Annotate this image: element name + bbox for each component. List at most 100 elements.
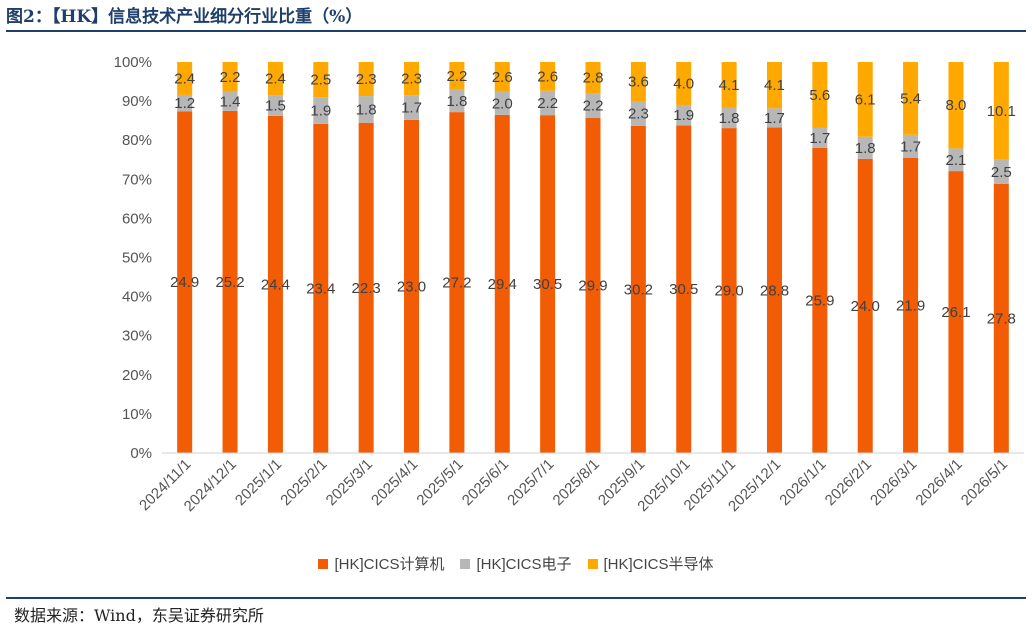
data-label-electronics: 1.2 xyxy=(174,95,195,112)
data-label-semiconductor: 3.6 xyxy=(628,73,649,90)
x-tick-label: 2025/1/1 xyxy=(232,456,285,509)
data-label-semiconductor: 4.0 xyxy=(673,75,694,92)
bar-segment-computer xyxy=(404,119,420,453)
data-label-electronics: 1.5 xyxy=(265,98,286,115)
data-label-semiconductor: 2.4 xyxy=(265,71,286,88)
bar-segment-computer xyxy=(313,123,329,454)
bar-segment-semiconductor xyxy=(222,62,238,92)
data-label-semiconductor: 2.2 xyxy=(220,69,241,86)
data-label-electronics: 1.9 xyxy=(673,107,694,124)
data-label-semiconductor: 2.6 xyxy=(492,69,513,86)
y-tick-label: 60% xyxy=(122,210,152,227)
y-tick-label: 0% xyxy=(130,445,152,462)
data-label-electronics: 1.8 xyxy=(446,93,467,110)
data-label-computer: 24.9 xyxy=(170,274,199,291)
y-tick-label: 90% xyxy=(122,93,152,110)
data-label-semiconductor: 4.1 xyxy=(764,77,785,94)
data-label-semiconductor: 2.2 xyxy=(446,68,467,85)
x-tick-label: 2025/5/1 xyxy=(413,456,466,509)
bar-segment-electronics xyxy=(857,136,873,159)
bar-segment-computer xyxy=(903,157,919,453)
bar-segment-semiconductor xyxy=(857,62,873,137)
data-label-computer: 25.9 xyxy=(805,292,834,309)
y-tick-label: 70% xyxy=(122,171,152,188)
bars xyxy=(177,62,1009,454)
x-tick-label: 2025/4/1 xyxy=(368,456,421,509)
data-label-electronics: 1.7 xyxy=(809,130,830,147)
x-tick-label: 2026/2/1 xyxy=(822,456,875,509)
bar-segment-semiconductor xyxy=(540,62,556,91)
data-label-semiconductor: 6.1 xyxy=(855,91,876,108)
y-axis: 0% 10% 20% 30% 40% 50% 60% 70% 80% 90% 100% xyxy=(114,54,152,462)
x-tick-label: 2025/3/1 xyxy=(323,456,376,509)
data-label-semiconductor: 5.6 xyxy=(809,87,830,104)
data-label-electronics: 1.7 xyxy=(900,138,921,155)
data-label-computer: 29.9 xyxy=(578,278,607,295)
data-label-electronics: 1.4 xyxy=(220,93,241,110)
bar-segment-computer xyxy=(267,115,283,453)
data-label-semiconductor: 4.1 xyxy=(719,77,740,94)
bar-segment-electronics xyxy=(494,91,510,115)
bar-segment-semiconductor xyxy=(903,62,919,135)
bar-segment-electronics xyxy=(358,96,374,123)
y-tick-label: 30% xyxy=(122,328,152,345)
y-tick-label: 50% xyxy=(122,250,152,267)
bar-segment-computer xyxy=(585,118,601,454)
data-label-computer: 26.1 xyxy=(941,304,970,321)
bar-segment-semiconductor xyxy=(812,62,828,128)
stacked-bar-chart: 0% 10% 20% 30% 40% 50% 60% 70% 80% 90% 100% 24.9 1.… xyxy=(114,54,1024,515)
bar-segment-electronics xyxy=(630,100,646,126)
bar-segment-semiconductor xyxy=(267,62,283,96)
bar-segment-electronics xyxy=(540,90,556,116)
y-tick-label: 80% xyxy=(122,132,152,149)
data-label-computer: 30.2 xyxy=(624,281,653,298)
data-label-electronics: 2.3 xyxy=(628,105,649,122)
data-label-computer: 28.8 xyxy=(760,282,789,299)
bar-segment-semiconductor xyxy=(313,62,329,98)
bar-segment-electronics xyxy=(585,93,601,119)
data-label-electronics: 1.8 xyxy=(855,140,876,157)
data-label-computer: 27.2 xyxy=(442,275,471,292)
data-label-electronics: 1.8 xyxy=(356,101,377,118)
x-tick-label: 2025/8/1 xyxy=(550,456,603,509)
bar-segment-computer xyxy=(948,171,964,453)
legend-item-electronics: [HK]CICS电子 xyxy=(460,553,572,574)
bar-segment-semiconductor xyxy=(585,62,601,94)
data-label-semiconductor: 10.1 xyxy=(987,103,1016,120)
data-label-electronics: 2.2 xyxy=(537,95,558,112)
legend-swatch-semiconductor xyxy=(587,558,598,569)
data-label-semiconductor: 2.3 xyxy=(401,71,422,88)
legend-label-electronics: [HK]CICS电子 xyxy=(476,556,572,573)
data-label-computer: 29.4 xyxy=(488,276,517,293)
bar-segment-semiconductor xyxy=(766,62,782,109)
data-label-electronics: 2.5 xyxy=(991,164,1012,181)
legend: [HK]CICS计算机 [HK]CICS电子 [HK]CICS半导体 xyxy=(0,553,1032,574)
bar-segment-computer xyxy=(494,114,510,454)
top-rule xyxy=(6,30,1026,32)
bar-segment-semiconductor xyxy=(630,62,646,101)
y-tick-label: 10% xyxy=(122,406,152,423)
x-axis: 2024/11/12024/12/12025/1/12025/2/12025/3… xyxy=(136,452,1024,515)
data-label-computer: 25.2 xyxy=(215,274,244,291)
bar-segment-electronics xyxy=(313,97,329,124)
bottom-rule xyxy=(6,597,1026,599)
y-tick-label: 100% xyxy=(114,54,152,71)
legend-swatch-electronics xyxy=(460,558,471,569)
bar-segment-electronics xyxy=(948,148,964,172)
bar-segment-computer xyxy=(630,125,646,453)
bar-segment-electronics xyxy=(267,95,283,116)
bar-segment-computer xyxy=(449,112,465,453)
x-tick-label: 2025/2/1 xyxy=(277,456,330,509)
bar-segment-semiconductor xyxy=(993,62,1009,160)
bar-segment-computer xyxy=(766,127,782,454)
x-tick-label: 2026/3/1 xyxy=(867,456,920,509)
bar-segment-semiconductor xyxy=(948,62,964,149)
bar-segment-electronics xyxy=(903,134,919,158)
data-label-computer: 23.0 xyxy=(397,278,426,295)
legend-label-computer: [HK]CICS计算机 xyxy=(334,556,445,573)
data-label-electronics: 1.9 xyxy=(310,103,331,120)
data-label-semiconductor: 2.3 xyxy=(356,71,377,88)
data-label-computer: 29.0 xyxy=(715,283,744,300)
source-note: 数据来源：Wind，东吴证券研究所 xyxy=(14,606,264,625)
data-label-semiconductor: 8.0 xyxy=(946,97,967,114)
